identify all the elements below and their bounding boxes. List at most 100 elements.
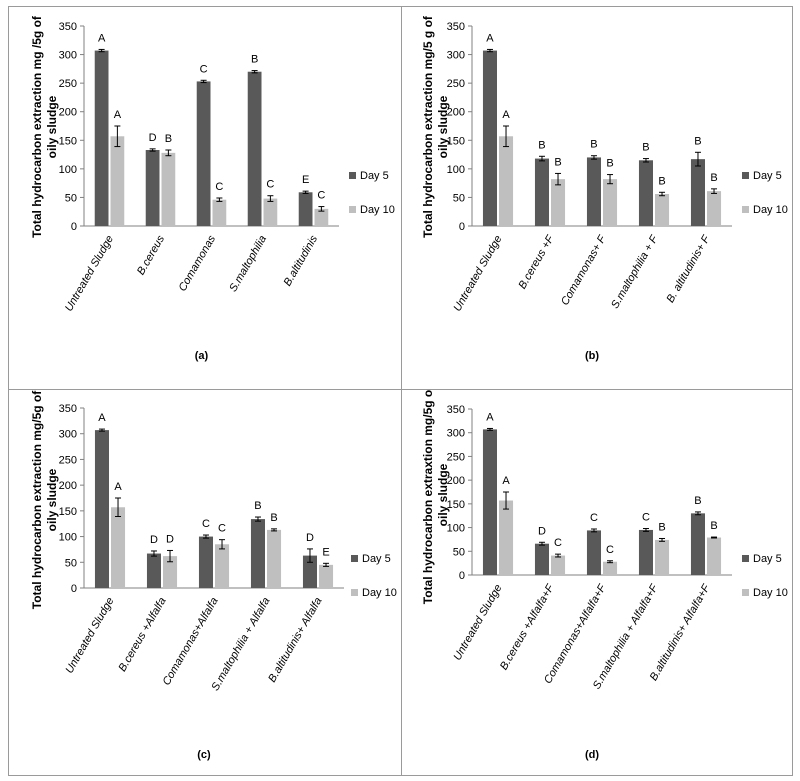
y-tick-label: 0 bbox=[459, 221, 465, 233]
bar-day5 bbox=[638, 160, 653, 226]
y-axis-label-line1: Total hydrocarbon extraction mg/5 g of bbox=[421, 15, 435, 238]
significance-letter: C bbox=[642, 512, 650, 524]
significance-letter: C bbox=[200, 63, 208, 75]
bar-day10 bbox=[603, 561, 618, 575]
legend-label-day10: Day 10 bbox=[360, 204, 395, 216]
bar-day10 bbox=[655, 539, 670, 575]
panel-label: (b) bbox=[585, 350, 599, 362]
y-tick-label: 300 bbox=[447, 50, 465, 62]
y-axis-label: Total hydrocarbon extraction mg /5g ofoi… bbox=[30, 15, 59, 238]
legend-swatch-day5 bbox=[351, 555, 358, 562]
x-category-label: Untreated Sludge bbox=[63, 234, 116, 314]
bar-day5 bbox=[94, 50, 109, 227]
significance-letter: E bbox=[302, 174, 309, 186]
significance-letter: D bbox=[306, 532, 314, 544]
legend-swatch-day10 bbox=[742, 206, 749, 213]
bar-day5 bbox=[482, 429, 497, 575]
bar-day5 bbox=[586, 157, 601, 226]
significance-letter: A bbox=[98, 412, 106, 424]
significance-letter: B bbox=[710, 520, 717, 532]
panel-c: 0 50 100 150 200 250 300 350 Total hydrocarbon e… bbox=[8, 389, 402, 776]
y-tick-label: 0 bbox=[459, 570, 465, 582]
bar-day10 bbox=[655, 194, 670, 226]
significance-letter: B bbox=[251, 54, 258, 66]
bar-day5 bbox=[690, 513, 705, 575]
significance-letter: D bbox=[538, 525, 546, 537]
significance-letter: D bbox=[150, 534, 158, 546]
significance-letter: A bbox=[114, 481, 122, 493]
bar-day5 bbox=[198, 536, 213, 588]
significance-letter: D bbox=[166, 533, 174, 545]
significance-letter: B bbox=[694, 495, 701, 507]
bar-day10 bbox=[707, 537, 722, 575]
y-tick-label: 300 bbox=[447, 428, 465, 440]
bar-day5 bbox=[302, 555, 317, 588]
y-tick-label: 300 bbox=[59, 50, 77, 62]
bar-day5 bbox=[534, 158, 549, 226]
significance-letter: C bbox=[554, 537, 562, 549]
significance-letter: B bbox=[165, 133, 172, 145]
y-axis-label: Total hydrocarbon extraction mg/5 g ofoi… bbox=[421, 15, 450, 238]
x-category-label: Comamonas bbox=[177, 233, 219, 293]
bar-day10 bbox=[110, 136, 125, 226]
bar-day10 bbox=[551, 555, 566, 575]
y-tick-label: 350 bbox=[59, 403, 77, 415]
significance-letter: A bbox=[502, 109, 510, 121]
y-tick-label: 100 bbox=[447, 523, 465, 535]
panel-b: 0 50 100 150 200 250 300 350 Total hydrocarbon e… bbox=[401, 6, 793, 390]
bar-day5 bbox=[145, 150, 160, 226]
x-category-label: Comamonas+ F bbox=[559, 232, 609, 307]
legend-label-day5: Day 5 bbox=[753, 553, 782, 565]
y-tick-label: 150 bbox=[447, 499, 465, 511]
bar-day10 bbox=[212, 199, 227, 226]
significance-letter: C bbox=[218, 523, 226, 535]
bar-day5 bbox=[247, 71, 262, 226]
significance-letter: B bbox=[270, 512, 277, 524]
x-category-label: B.altitudinis bbox=[282, 233, 321, 288]
y-tick-label: 50 bbox=[65, 192, 77, 204]
bar-day10 bbox=[499, 136, 514, 226]
significance-letter: C bbox=[266, 179, 274, 191]
y-tick-label: 100 bbox=[59, 164, 77, 176]
bar-day10 bbox=[111, 507, 126, 588]
bar-day10 bbox=[319, 564, 334, 588]
y-tick-label: 200 bbox=[59, 480, 77, 492]
y-axis-label-line2: oily sludge bbox=[45, 95, 59, 158]
bar-day10 bbox=[161, 152, 176, 226]
x-category-label: B. altitudinis+ F bbox=[664, 232, 713, 305]
legend-label-day5: Day 5 bbox=[360, 170, 389, 182]
y-axis-label-line2: oily sludge bbox=[436, 95, 450, 158]
significance-letter: B bbox=[694, 135, 701, 147]
x-category-label: Untreated Sludge bbox=[451, 234, 504, 314]
bar-day5 bbox=[534, 543, 549, 575]
y-tick-label: 50 bbox=[453, 546, 465, 558]
y-tick-label: 300 bbox=[59, 429, 77, 441]
x-category-label: B.cereus +Alfalfa+F bbox=[498, 581, 557, 672]
significance-letter: B bbox=[538, 139, 545, 151]
bar-day5 bbox=[94, 430, 109, 588]
y-tick-label: 250 bbox=[447, 78, 465, 90]
panel-a: 0 50 100 150 200 250 300 350 Total hydrocarbon e… bbox=[8, 6, 402, 390]
bar-day5 bbox=[250, 519, 265, 588]
significance-letter: A bbox=[502, 475, 510, 487]
panel-d: 0 50 100 150 200 250 300 350 Total hydrocarbon e… bbox=[401, 389, 793, 776]
bar-day10 bbox=[263, 198, 278, 226]
x-category-label: B.cereus +Alfalfa bbox=[116, 596, 168, 674]
significance-letter: C bbox=[590, 512, 598, 524]
significance-letter: B bbox=[606, 158, 613, 170]
significance-letter: A bbox=[486, 32, 494, 44]
y-tick-label: 250 bbox=[447, 451, 465, 463]
bar-day10 bbox=[499, 500, 514, 575]
y-tick-label: 150 bbox=[59, 135, 77, 147]
y-tick-label: 50 bbox=[453, 192, 465, 204]
y-tick-label: 0 bbox=[71, 583, 77, 595]
bar-day5 bbox=[482, 50, 497, 227]
significance-letter: A bbox=[486, 411, 494, 423]
legend-swatch-day10 bbox=[349, 206, 356, 213]
y-axis-label: Total hydrocarbon extraxtion mg/5g ofoil… bbox=[421, 390, 450, 604]
x-category-label: S.maltophilia + F bbox=[609, 232, 661, 310]
bar-day5 bbox=[586, 530, 601, 575]
